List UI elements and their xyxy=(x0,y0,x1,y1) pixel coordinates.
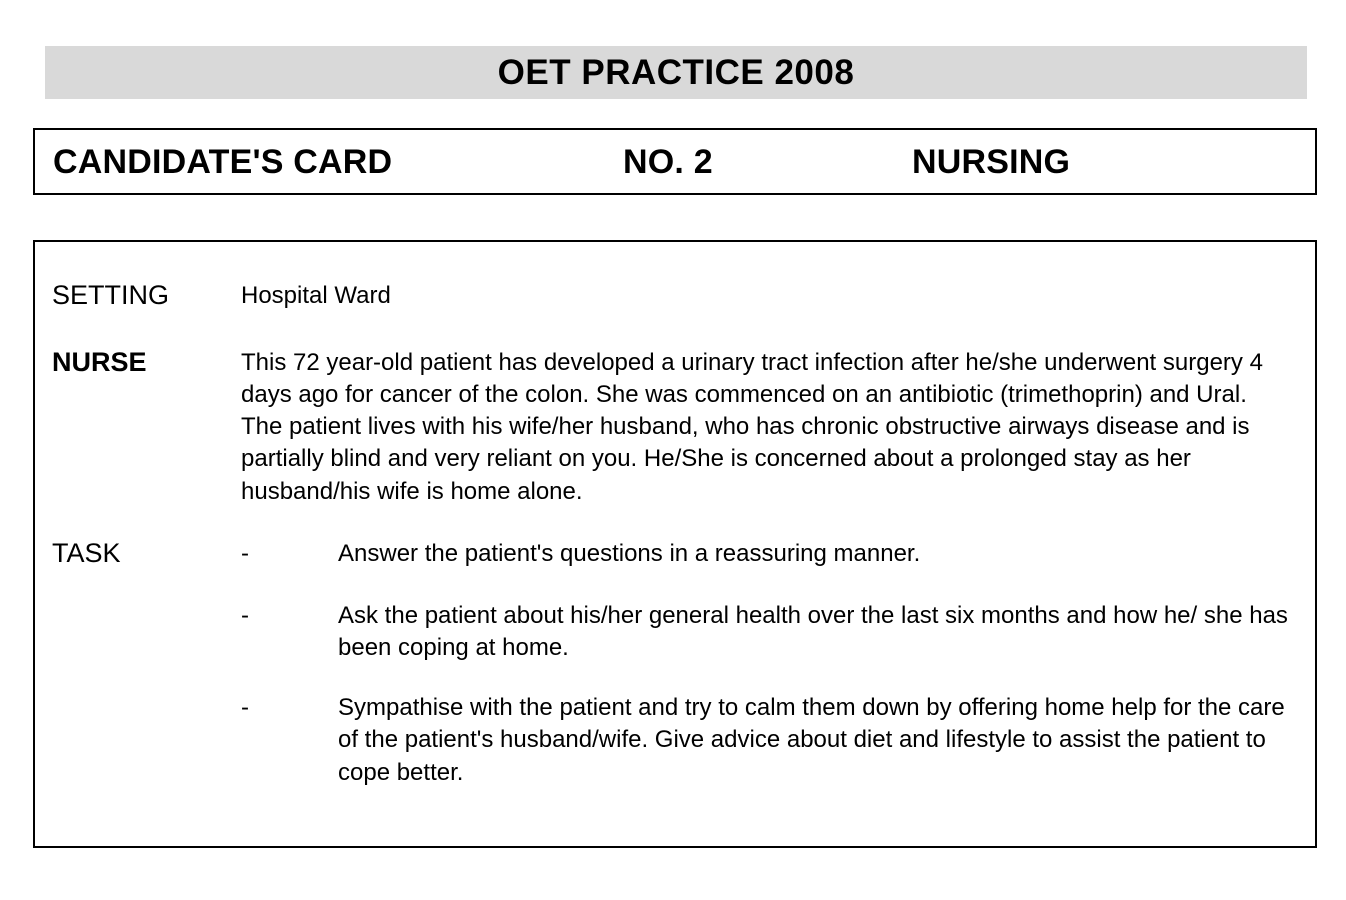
nurse-label: NURSE xyxy=(52,347,147,377)
setting-label: SETTING xyxy=(52,280,170,310)
card-number-label: NO. 2 xyxy=(623,142,713,181)
task-list: - Answer the patient's questions in a re… xyxy=(241,538,1321,789)
candidate-card-label: CANDIDATE'S CARD xyxy=(53,142,393,181)
task-item: - Ask the patient about his/her general … xyxy=(241,600,1321,664)
task-item-text: Ask the patient about his/her general he… xyxy=(338,602,1288,662)
task-item: - Answer the patient's questions in a re… xyxy=(241,538,1321,572)
task-bullet-dash-icon: - xyxy=(241,540,249,567)
card-subject-label: NURSING xyxy=(912,142,1071,181)
task-item-text: Sympathise with the patient and try to c… xyxy=(338,694,1285,786)
task-label: TASK xyxy=(52,538,121,568)
task-bullet-dash-icon: - xyxy=(241,694,249,722)
task-item-text: Answer the patient's questions in a reas… xyxy=(338,540,921,567)
document-title-banner: OET PRACTICE 2008 xyxy=(45,46,1307,99)
candidate-card-header: CANDIDATE'S CARD NO. 2 NURSING xyxy=(33,128,1317,195)
nurse-scenario-text: This 72 year-old patient has developed a… xyxy=(241,349,1263,505)
nurse-body: This 72 year-old patient has developed a… xyxy=(241,347,1277,508)
card-content-box: SETTING Hospital Ward NURSE This 72 year… xyxy=(33,240,1317,848)
task-bullet-dash-icon: - xyxy=(241,602,249,629)
setting-value: Hospital Ward xyxy=(241,282,391,309)
page-title: OET PRACTICE 2008 xyxy=(497,53,855,92)
task-item: - Sympathise with the patient and try to… xyxy=(241,692,1321,788)
